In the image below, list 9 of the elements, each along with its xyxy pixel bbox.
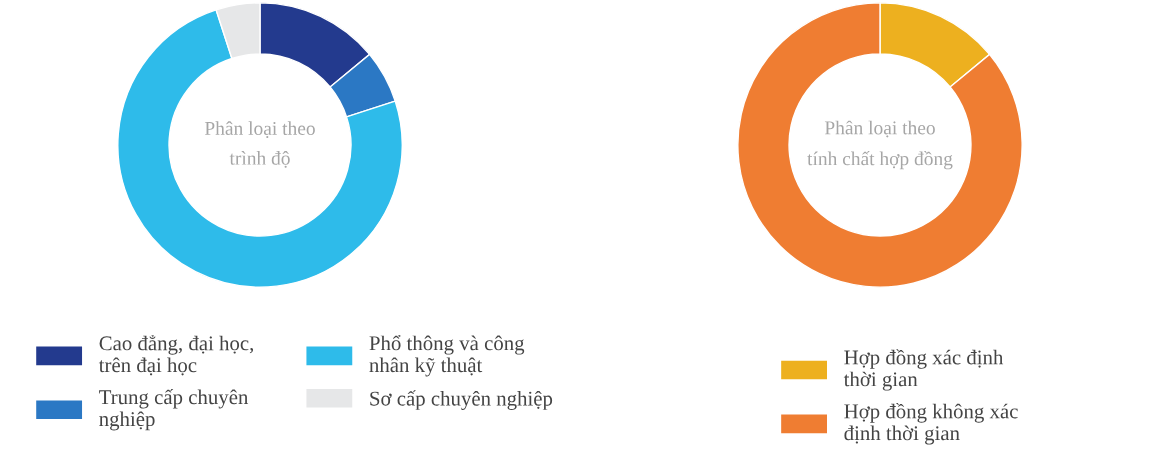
legend-label: Hợp đồng không xác định thời gian bbox=[844, 403, 1018, 445]
legend-label: Trung cấp chuyên nghiệp bbox=[99, 388, 249, 431]
legend-label: Phổ thông và công nhân kỹ thuật bbox=[369, 334, 525, 377]
legend-label: Hợp đồng xác định thời gian bbox=[843, 349, 1004, 391]
legend-label: Sơ cấp chuyên nghiệp bbox=[370, 390, 553, 410]
donut-slice bbox=[737, 2, 1023, 288]
text: Phân loại theo trình độ bbox=[204, 121, 315, 168]
text: Phân loại theo tính chất hợp đồng bbox=[807, 120, 953, 170]
legend-label: Cao đẳng, đại học, trên đại học bbox=[98, 335, 254, 376]
